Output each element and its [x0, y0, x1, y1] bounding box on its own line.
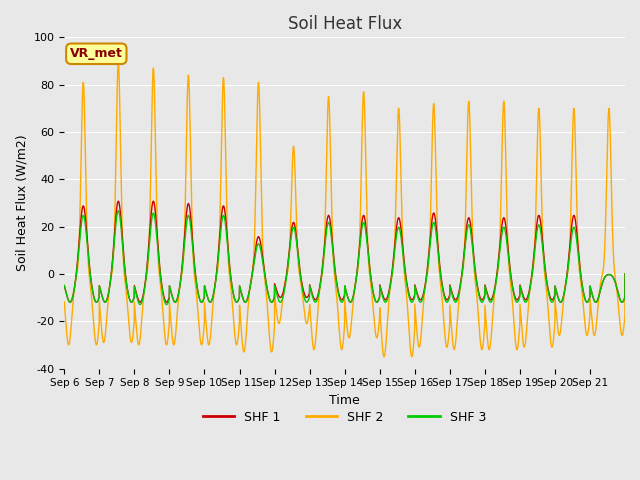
- Title: Soil Heat Flux: Soil Heat Flux: [287, 15, 402, 33]
- Y-axis label: Soil Heat Flux (W/m2): Soil Heat Flux (W/m2): [15, 134, 28, 271]
- Legend: SHF 1, SHF 2, SHF 3: SHF 1, SHF 2, SHF 3: [198, 406, 491, 429]
- Text: VR_met: VR_met: [70, 47, 123, 60]
- X-axis label: Time: Time: [329, 394, 360, 407]
